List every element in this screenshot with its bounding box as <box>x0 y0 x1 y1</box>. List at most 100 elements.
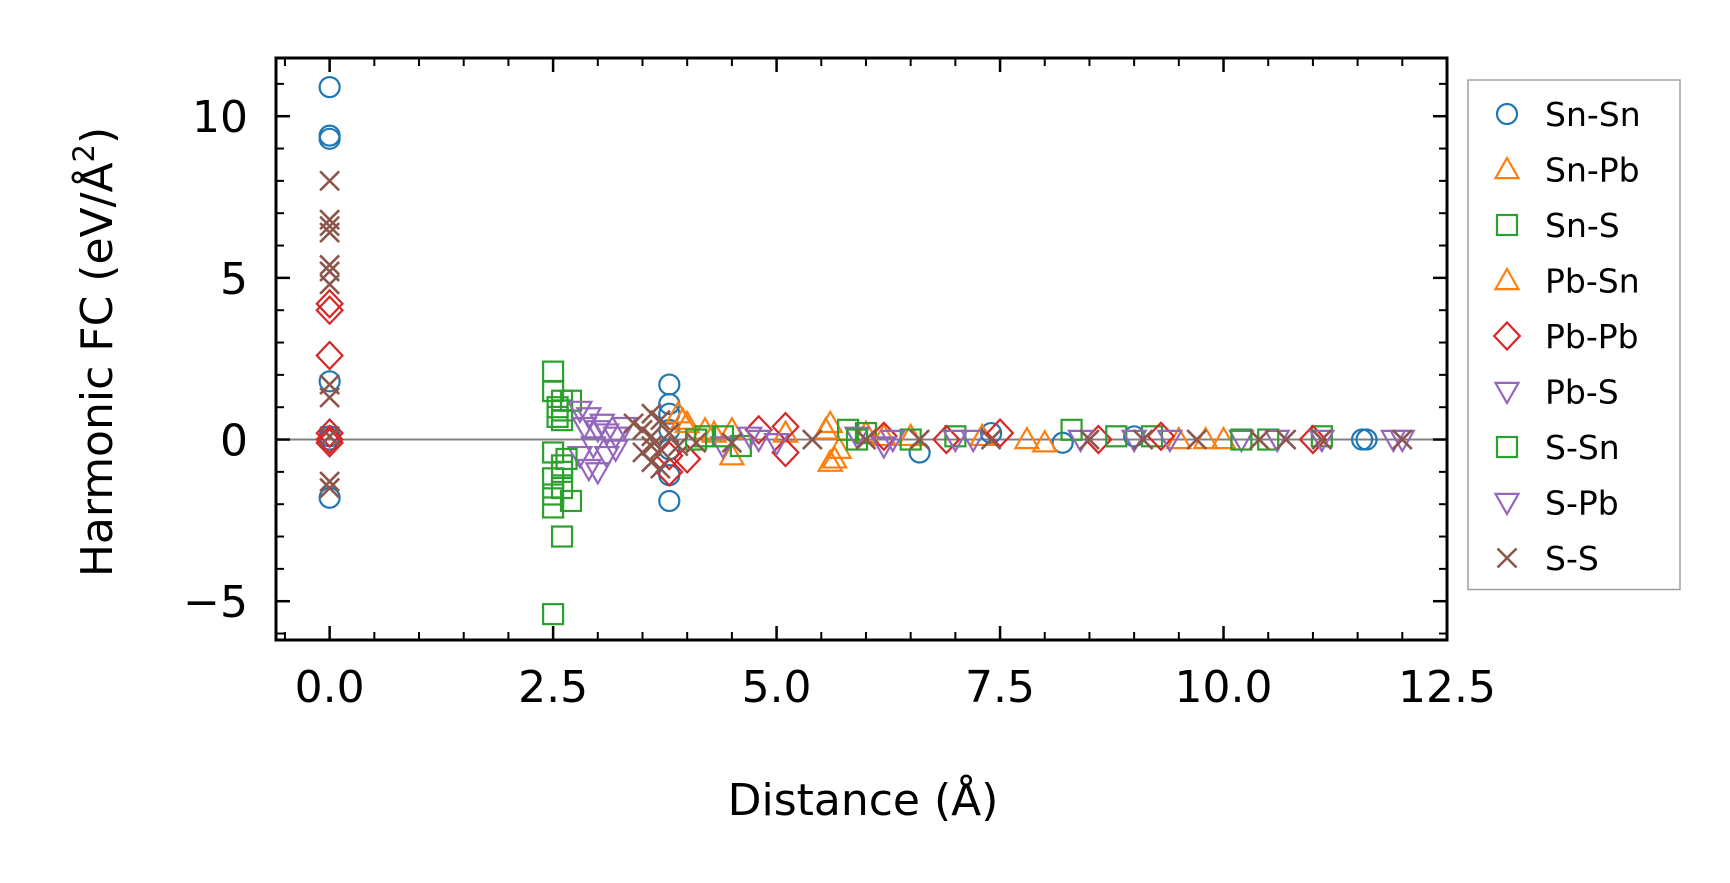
legend-marker <box>1495 435 1519 459</box>
data-point <box>602 439 630 463</box>
data-point <box>1298 424 1328 455</box>
legend-label: S-Pb <box>1545 484 1619 523</box>
data-point <box>870 422 898 447</box>
legend-label: Sn-Pb <box>1545 151 1640 190</box>
axes-border <box>274 56 1449 642</box>
data-point <box>801 429 823 450</box>
data-point <box>546 405 569 428</box>
data-point <box>1248 429 1270 450</box>
legend-entry: S-Sn <box>1495 428 1620 467</box>
data-point <box>319 471 341 492</box>
data-point <box>319 222 341 244</box>
legend-label: S-Sn <box>1545 428 1620 467</box>
data-point <box>1123 425 1146 448</box>
data-point <box>318 486 341 509</box>
x-axis-title: Distance (Å) <box>728 773 999 826</box>
data-point <box>1186 429 1208 450</box>
data-point <box>1031 429 1059 453</box>
data-point <box>821 445 849 469</box>
y-axis-title-close: ) <box>72 127 123 144</box>
y-tick-label: −5 <box>183 577 248 628</box>
plot-area <box>276 75 1447 626</box>
legend-label: Sn-S <box>1545 206 1620 245</box>
series-pb-pb <box>315 288 1328 487</box>
data-point <box>315 295 344 326</box>
legend-marker <box>1493 381 1521 406</box>
data-point <box>315 340 344 371</box>
y-axis-title-sup: 2 <box>67 144 101 162</box>
legend-entry: Pb-Sn <box>1493 262 1640 301</box>
x-tick-label: 0.0 <box>295 662 365 713</box>
data-point <box>959 429 987 454</box>
data-point <box>1079 429 1100 450</box>
data-point <box>855 429 877 450</box>
legend-entry: Sn-Pb <box>1493 151 1640 190</box>
data-point <box>1230 428 1253 451</box>
legend-label: Sn-Sn <box>1545 95 1641 134</box>
data-point <box>550 460 574 483</box>
data-point <box>649 458 671 480</box>
data-point <box>980 421 1003 445</box>
x-tick-label: 2.5 <box>518 662 588 713</box>
legend-entry: S-Pb <box>1493 484 1619 523</box>
data-point <box>566 445 594 470</box>
axis-ticks: 0.0 2.5 5.0 7.5 10.0 12.5 −5 0 5 10 <box>183 58 1496 713</box>
data-point <box>319 425 341 447</box>
data-point <box>542 360 565 383</box>
data-point <box>602 426 630 451</box>
data-point <box>550 525 574 548</box>
data-point <box>985 417 1015 449</box>
axes-frame <box>274 56 1449 642</box>
legend-marker <box>1495 102 1519 126</box>
data-point <box>318 370 341 393</box>
data-point <box>812 416 840 440</box>
data-point <box>315 288 344 319</box>
legend-entry: Sn-S <box>1495 206 1620 245</box>
y-tick-label: 0 <box>220 416 248 467</box>
data-point <box>632 419 653 441</box>
data-point <box>641 425 662 447</box>
data-point <box>649 438 671 460</box>
legend-marker <box>1496 547 1518 569</box>
legend-label: S-S <box>1545 539 1599 578</box>
data-point <box>588 413 616 438</box>
y-axis-title-main: Harmonic FC (eV/Å <box>70 162 123 577</box>
data-point <box>319 215 341 237</box>
data-point <box>641 403 662 425</box>
y-tick-label: 5 <box>220 254 248 305</box>
data-point <box>649 409 671 431</box>
data-point <box>555 447 578 471</box>
data-point <box>1275 429 1297 450</box>
data-point <box>667 435 689 457</box>
legend-marker <box>1493 266 1521 291</box>
series-s-s <box>319 170 1413 499</box>
data-point <box>1156 429 1184 454</box>
data-point <box>658 489 681 513</box>
data-point <box>566 400 594 425</box>
legend-entry: S-S <box>1496 539 1599 578</box>
y-axis-title: Harmonic FC (eV/Å2) <box>67 127 123 577</box>
data-point <box>658 373 681 396</box>
x-tick-label: 5.0 <box>742 662 812 713</box>
data-point <box>319 273 341 295</box>
data-point <box>1013 425 1041 450</box>
legend-label: Pb-Pb <box>1545 317 1639 356</box>
data-point <box>1308 429 1336 454</box>
legend-label: Pb-Sn <box>1545 262 1640 301</box>
legend-label: Pb-S <box>1545 373 1619 412</box>
data-point <box>658 422 680 444</box>
legend-entry: Pb-S <box>1493 373 1619 412</box>
data-point <box>1132 429 1154 450</box>
data-point <box>1391 429 1413 450</box>
x-tick-label: 7.5 <box>965 662 1035 713</box>
data-point <box>736 426 764 451</box>
legend-marker <box>1495 213 1519 237</box>
data-point <box>941 429 969 454</box>
x-tick-label: 10.0 <box>1175 662 1273 713</box>
data-point <box>559 489 583 513</box>
data-point <box>570 416 598 441</box>
data-point <box>1228 429 1255 454</box>
data-point <box>672 443 702 475</box>
data-point <box>909 429 931 450</box>
data-point <box>318 75 341 99</box>
